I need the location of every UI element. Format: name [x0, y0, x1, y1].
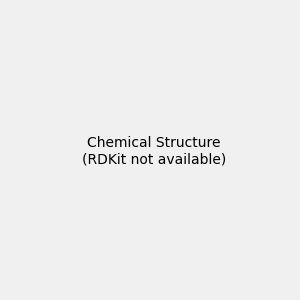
Text: Chemical Structure
(RDKit not available): Chemical Structure (RDKit not available): [82, 136, 226, 166]
